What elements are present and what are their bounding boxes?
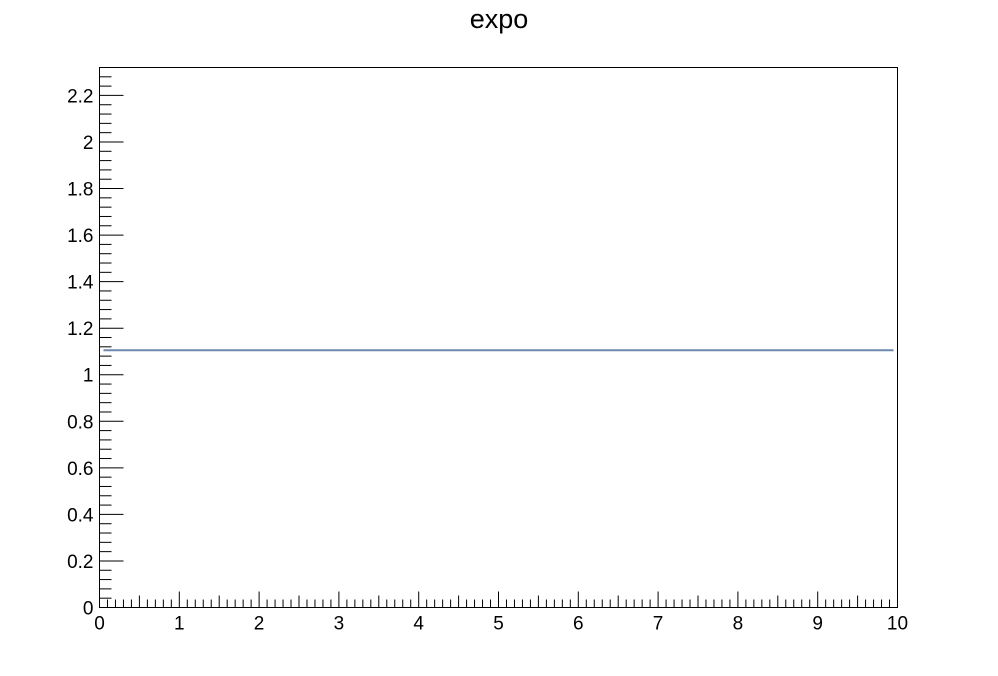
y-tick-label: 0.4 [67, 505, 94, 526]
x-axis: 0 1 2 3 4 5 6 7 8 9 10 [94, 591, 908, 635]
y-tick-label: 0 [83, 599, 94, 620]
x-tick-label: 1 [174, 614, 185, 635]
x-tick-label: 6 [573, 614, 584, 635]
y-tick-label: 1 [83, 366, 94, 387]
x-tick-label: 7 [653, 614, 664, 635]
x-tick-label: 8 [733, 614, 744, 635]
x-tick-label: 2 [254, 614, 265, 635]
chart-title: expo [470, 4, 529, 34]
y-tick-label: 0.2 [67, 552, 93, 573]
y-tick-label: 1.6 [67, 226, 93, 247]
x-tick-label: 0 [94, 614, 105, 635]
y-tick-label: 1.2 [67, 319, 93, 340]
x-tick-label: 3 [334, 614, 345, 635]
y-tick-label: 2 [83, 133, 94, 154]
y-axis: 0 0.2 0.4 0.6 0.8 1 1.2 1.4 1.6 1.8 2 2.2 [67, 67, 124, 620]
y-tick-label: 0.8 [67, 412, 93, 433]
y-tick-label: 2.2 [67, 86, 93, 107]
x-tick-label: 9 [812, 614, 823, 635]
x-tick-label: 5 [493, 614, 504, 635]
x-tick-label: 4 [413, 614, 424, 635]
plot-frame [99, 67, 898, 608]
x-tick-label: 10 [887, 614, 908, 635]
y-tick-label: 1.8 [67, 180, 93, 201]
y-tick-label: 1.4 [67, 273, 94, 294]
y-tick-label: 0.6 [67, 459, 93, 480]
